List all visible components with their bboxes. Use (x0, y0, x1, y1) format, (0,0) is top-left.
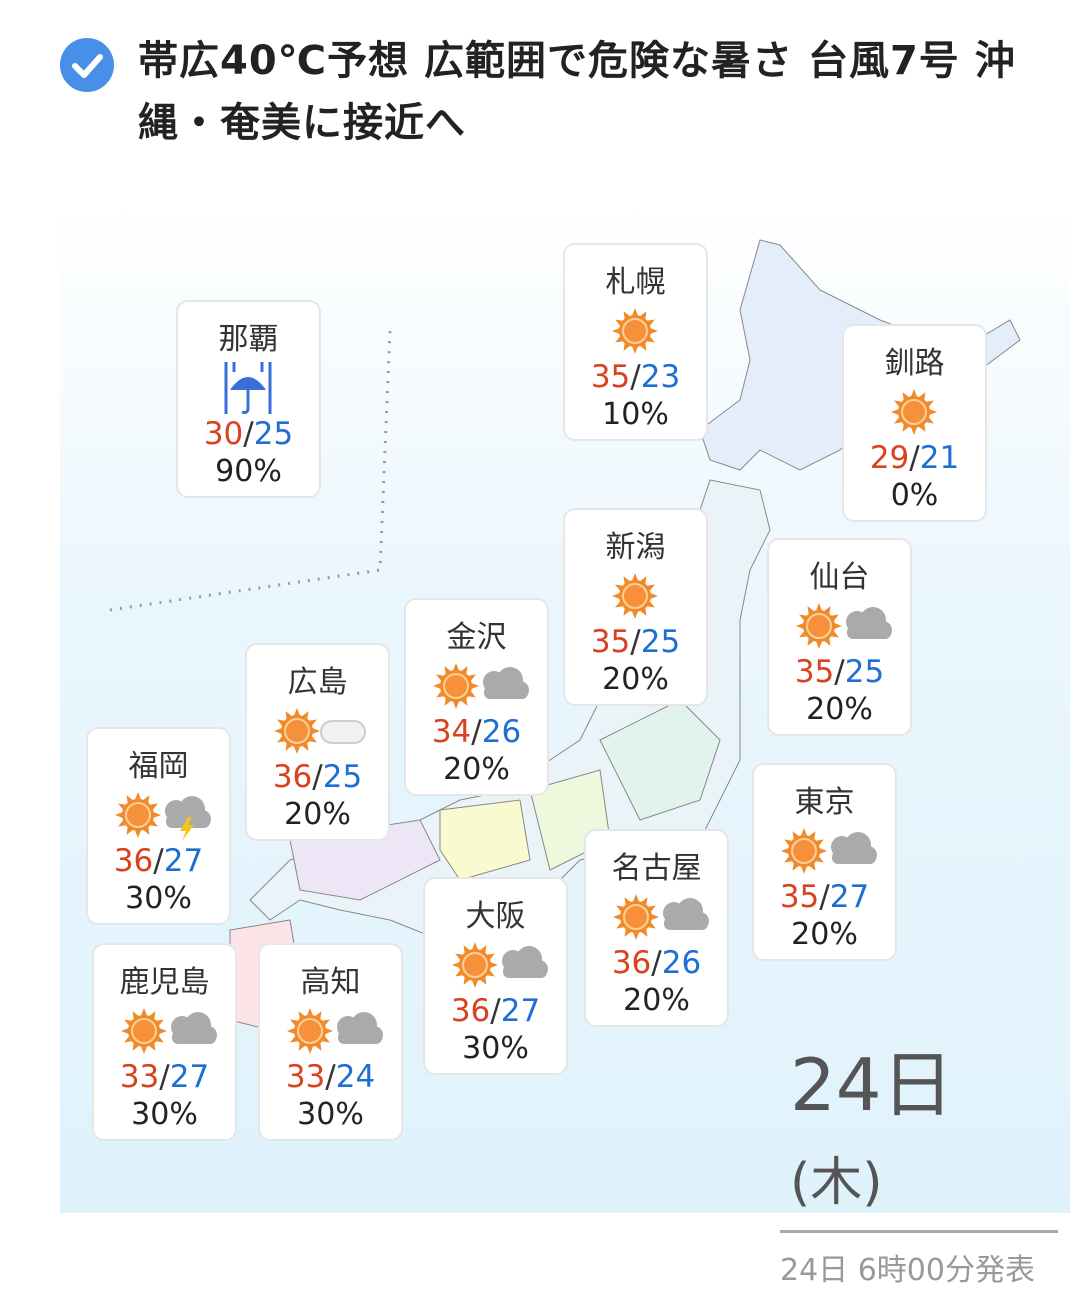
rain-umbrella-icon (178, 360, 319, 416)
high-temp: 29 (869, 440, 910, 476)
low-temp: 26 (661, 945, 702, 981)
headline-title: 帯広40℃予想 広範囲で危険な暑さ 台風7号 沖縄・奄美に接近へ (138, 38, 1016, 146)
check-circle-icon (60, 38, 114, 92)
sunny-icon (565, 303, 706, 359)
low-temp: 23 (640, 359, 681, 395)
temperature: 29/21 (869, 440, 960, 476)
sunny-cloudy-icon (754, 823, 895, 879)
high-temp: 36 (113, 843, 154, 879)
city-name: 東京 (794, 785, 855, 820)
high-temp: 33 (285, 1059, 326, 1095)
divider (780, 1230, 1058, 1233)
temperature: 35/25 (590, 624, 681, 660)
high-temp: 34 (431, 714, 472, 750)
sunny-light-cloud-icon (247, 703, 388, 759)
city-name: 福岡 (128, 749, 189, 784)
high-temp: 36 (272, 759, 313, 795)
city-card[interactable]: 広島 36/25 20% (245, 643, 390, 841)
temperature: 35/23 (590, 359, 681, 395)
city-name: 名古屋 (611, 851, 702, 886)
sunny-cloudy-icon (425, 937, 566, 993)
low-temp: 24 (335, 1059, 376, 1095)
precip-chance: 0% (890, 478, 939, 513)
temperature: 35/27 (779, 879, 870, 915)
temperature: 30/25 (203, 416, 294, 452)
issued-time: 24日 6時00分発表 (780, 1253, 1035, 1288)
precip-chance: 30% (462, 1031, 529, 1066)
low-temp: 26 (481, 714, 522, 750)
high-temp: 33 (119, 1059, 160, 1095)
precip-chance: 20% (791, 917, 858, 952)
city-card[interactable]: 金沢 34/26 20% (404, 598, 549, 796)
sunny-cloudy-icon (260, 1003, 401, 1059)
city-name: 広島 (287, 665, 348, 700)
temperature: 33/27 (119, 1059, 210, 1095)
sunny-icon (565, 568, 706, 624)
high-temp: 35 (590, 624, 631, 660)
city-name: 金沢 (446, 620, 507, 655)
city-name: 大阪 (465, 899, 526, 934)
temperature: 36/27 (450, 993, 541, 1029)
high-temp: 30 (203, 416, 244, 452)
low-temp: 21 (919, 440, 960, 476)
precip-chance: 20% (623, 983, 690, 1018)
high-temp: 36 (611, 945, 652, 981)
city-card[interactable]: 名古屋 36/26 20% (584, 829, 729, 1027)
city-name: 那覇 (218, 322, 279, 357)
city-card[interactable]: 釧路 29/21 0% (842, 324, 987, 522)
low-temp: 27 (500, 993, 541, 1029)
city-name: 釧路 (884, 346, 945, 381)
high-temp: 35 (779, 879, 820, 915)
temperature: 36/26 (611, 945, 702, 981)
precip-chance: 20% (806, 692, 873, 727)
sunny-cloudy-icon (406, 658, 547, 714)
precip-chance: 30% (125, 881, 192, 916)
low-temp: 27 (169, 1059, 210, 1095)
temperature: 35/25 (794, 654, 885, 690)
low-temp: 27 (163, 843, 204, 879)
sunny-thunder-icon (88, 787, 229, 843)
city-card[interactable]: 那覇 30/25 90% (176, 300, 321, 498)
sunny-icon (844, 384, 985, 440)
city-name: 鹿児島 (119, 965, 210, 1000)
city-card[interactable]: 鹿児島 33/27 30% (92, 943, 237, 1141)
high-temp: 36 (450, 993, 491, 1029)
precip-chance: 10% (602, 397, 669, 432)
city-name: 札幌 (605, 265, 666, 300)
precip-chance: 20% (443, 752, 510, 787)
precip-chance: 20% (602, 662, 669, 697)
city-card[interactable]: 仙台 35/25 20% (767, 538, 912, 736)
sunny-cloudy-icon (769, 598, 910, 654)
temperature: 33/24 (285, 1059, 376, 1095)
forecast-date: 24日 (木) 24日 6時00分発表 (780, 1040, 1058, 1289)
city-card[interactable]: 高知 33/24 30% (258, 943, 403, 1141)
precip-chance: 90% (215, 454, 282, 489)
city-name: 新潟 (605, 530, 666, 565)
city-card[interactable]: 福岡 36/27 30% (86, 727, 231, 925)
city-name: 高知 (300, 965, 361, 1000)
temperature: 36/25 (272, 759, 363, 795)
date-weekday: (木) (790, 1153, 883, 1213)
low-temp: 25 (253, 416, 294, 452)
sunny-cloudy-icon (586, 889, 727, 945)
precip-chance: 30% (297, 1097, 364, 1132)
high-temp: 35 (794, 654, 835, 690)
city-card[interactable]: 札幌 35/23 10% (563, 243, 708, 441)
temperature: 34/26 (431, 714, 522, 750)
low-temp: 25 (844, 654, 885, 690)
city-name: 仙台 (809, 560, 870, 595)
high-temp: 35 (590, 359, 631, 395)
sunny-cloudy-icon (94, 1003, 235, 1059)
low-temp: 27 (829, 879, 870, 915)
precip-chance: 30% (131, 1097, 198, 1132)
low-temp: 25 (640, 624, 681, 660)
city-card[interactable]: 東京 35/27 20% (752, 763, 897, 961)
city-card[interactable]: 新潟 35/25 20% (563, 508, 708, 706)
city-card[interactable]: 大阪 36/27 30% (423, 877, 568, 1075)
low-temp: 25 (322, 759, 363, 795)
precip-chance: 20% (284, 797, 351, 832)
date-day: 24日 (790, 1043, 954, 1127)
temperature: 36/27 (113, 843, 204, 879)
